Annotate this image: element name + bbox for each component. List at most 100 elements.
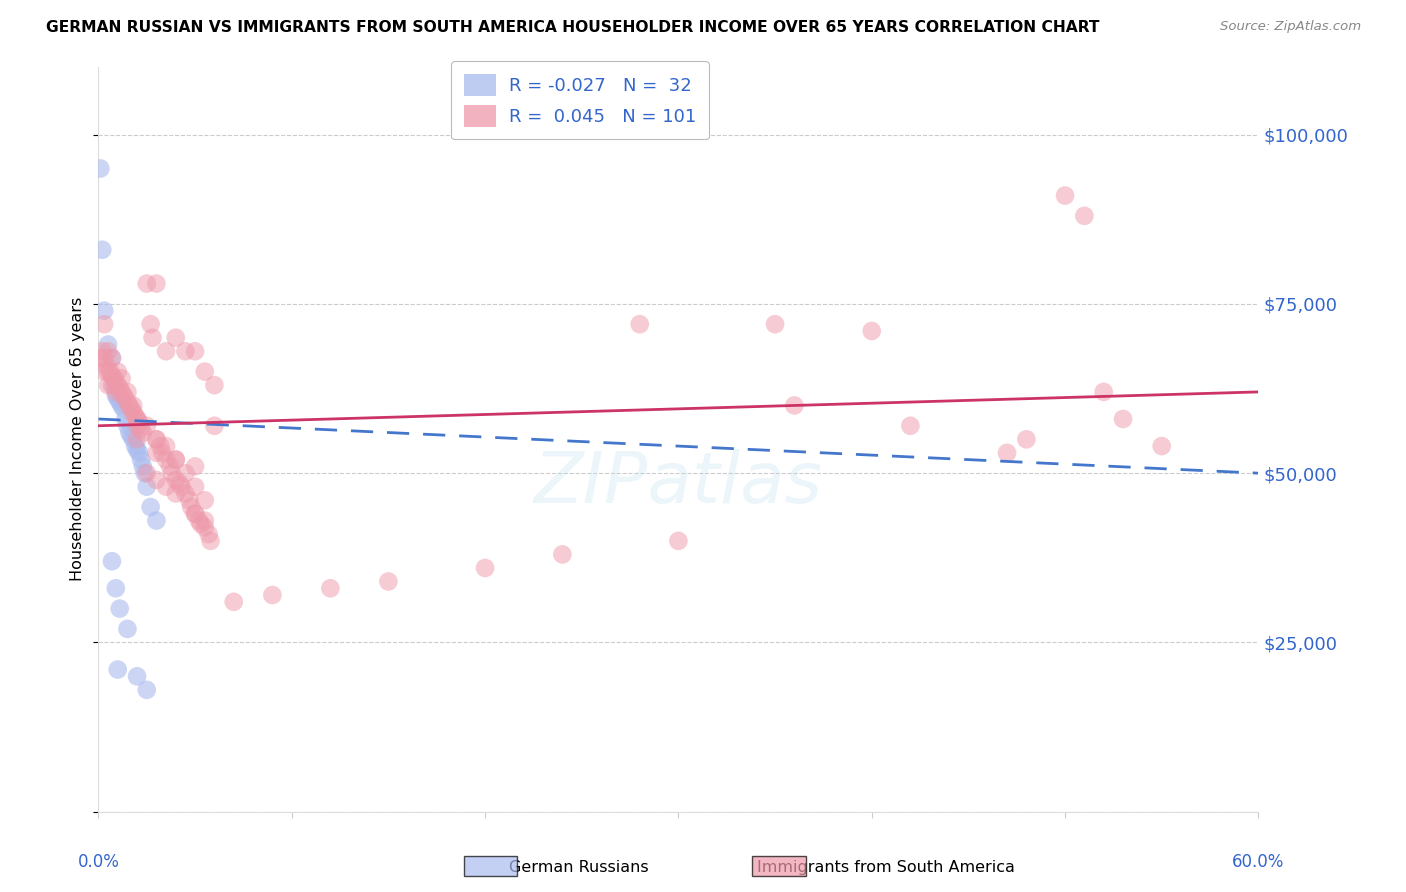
Point xyxy=(103,378,125,392)
Point xyxy=(184,507,207,521)
Point xyxy=(135,277,157,291)
Point xyxy=(108,395,131,409)
Point xyxy=(127,418,149,433)
Point xyxy=(159,459,181,474)
Text: GERMAN RUSSIAN VS IMMIGRANTS FROM SOUTH AMERICA HOUSEHOLDER INCOME OVER 65 YEARS: GERMAN RUSSIAN VS IMMIGRANTS FROM SOUTH … xyxy=(46,20,1099,35)
Point xyxy=(97,344,120,359)
Point xyxy=(134,466,156,480)
Point xyxy=(104,375,127,389)
Point xyxy=(1092,384,1115,399)
Point xyxy=(190,516,212,531)
Point xyxy=(145,277,167,291)
Point xyxy=(377,574,399,589)
Point xyxy=(111,399,132,413)
Point xyxy=(474,561,496,575)
Point xyxy=(180,500,202,514)
Point xyxy=(120,429,142,443)
Point xyxy=(101,351,124,365)
Point xyxy=(107,392,129,406)
Point xyxy=(117,622,139,636)
Point xyxy=(127,412,149,426)
Point xyxy=(104,582,127,596)
Point xyxy=(93,365,115,379)
Point xyxy=(174,466,197,480)
Point xyxy=(145,473,167,487)
Point xyxy=(132,459,155,474)
Point xyxy=(114,412,136,426)
Point xyxy=(145,514,167,528)
Point xyxy=(204,378,226,392)
Point xyxy=(139,500,162,514)
Point xyxy=(101,368,124,382)
Point xyxy=(127,442,149,457)
Text: 60.0%: 60.0% xyxy=(1232,853,1285,871)
Point xyxy=(194,514,217,528)
Point xyxy=(783,399,806,413)
Point xyxy=(165,452,187,467)
Point xyxy=(666,533,689,548)
Point xyxy=(145,433,167,447)
Point xyxy=(204,418,226,433)
Point xyxy=(122,399,145,413)
Point xyxy=(91,344,114,359)
Point xyxy=(122,433,145,447)
Point xyxy=(89,161,111,176)
Point xyxy=(194,365,217,379)
Point xyxy=(112,388,135,402)
Point xyxy=(170,480,193,494)
Point xyxy=(184,344,207,359)
Point xyxy=(127,433,149,447)
Point xyxy=(200,533,222,548)
Point xyxy=(127,669,149,683)
Point xyxy=(117,384,139,399)
Point xyxy=(174,486,197,500)
Point xyxy=(93,303,115,318)
Point xyxy=(628,317,651,331)
Point xyxy=(1073,209,1095,223)
Point xyxy=(141,331,165,345)
Point xyxy=(155,452,177,467)
Point xyxy=(114,392,136,406)
Point xyxy=(107,365,129,379)
Point xyxy=(165,473,187,487)
Point xyxy=(101,378,124,392)
Point xyxy=(103,371,125,385)
Point xyxy=(107,378,129,392)
Y-axis label: Householder Income Over 65 years: Householder Income Over 65 years xyxy=(70,297,86,582)
Point xyxy=(165,331,187,345)
Point xyxy=(160,466,183,480)
Point xyxy=(129,422,152,436)
Point xyxy=(108,382,131,396)
Point xyxy=(93,351,115,365)
Point xyxy=(319,582,342,596)
Point xyxy=(112,401,135,416)
Point xyxy=(97,337,120,351)
Point xyxy=(763,317,786,331)
Point xyxy=(91,243,114,257)
Point xyxy=(135,466,157,480)
Point xyxy=(108,601,131,615)
Point xyxy=(101,554,124,568)
Point xyxy=(179,493,201,508)
Point xyxy=(184,459,207,474)
Point xyxy=(120,401,142,416)
Point xyxy=(97,365,120,379)
Point xyxy=(150,446,173,460)
Point xyxy=(124,409,146,423)
Legend: R = -0.027   N =  32, R =  0.045   N = 101: R = -0.027 N = 32, R = 0.045 N = 101 xyxy=(451,61,709,139)
Point xyxy=(104,388,127,402)
Text: 0.0%: 0.0% xyxy=(77,853,120,871)
Point xyxy=(135,480,157,494)
Point xyxy=(222,595,245,609)
Point xyxy=(995,446,1018,460)
Point xyxy=(117,418,139,433)
Point xyxy=(118,399,141,413)
Point xyxy=(1015,433,1038,447)
Point xyxy=(194,493,217,508)
Point xyxy=(194,520,217,534)
Text: German Russians: German Russians xyxy=(509,860,650,874)
Point xyxy=(1054,188,1077,202)
Point xyxy=(1112,412,1135,426)
Point xyxy=(128,446,150,460)
Point xyxy=(139,317,162,331)
